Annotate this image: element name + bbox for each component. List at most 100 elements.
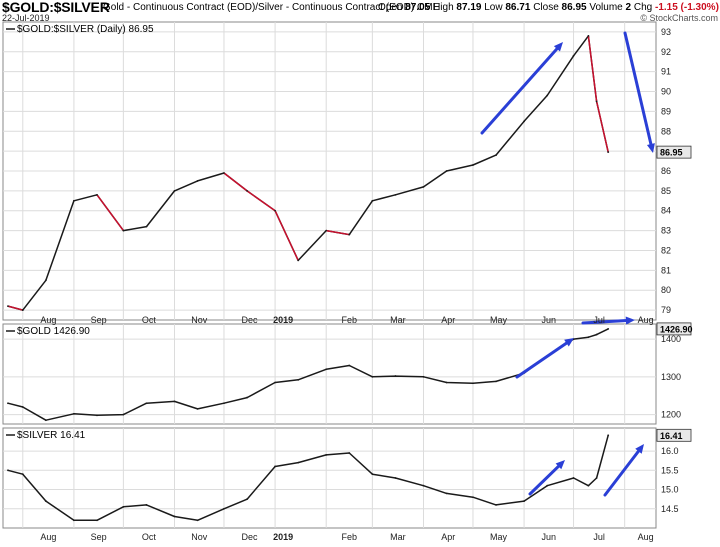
- last-value-box: [656, 322, 692, 336]
- data-point: [196, 180, 199, 182]
- y-tick-label: 1300: [661, 372, 681, 382]
- y-tick-label: 91: [661, 67, 671, 77]
- month-tick-label: Aug: [40, 315, 56, 325]
- data-point: [394, 477, 397, 479]
- open-label: Open: [378, 2, 403, 13]
- month-tick-label: Aug: [638, 315, 654, 325]
- month-tick-label: Oct: [142, 315, 157, 325]
- data-point: [297, 461, 300, 464]
- data-point: [21, 406, 24, 408]
- data-point: [495, 380, 497, 383]
- chg-label: Chg: [633, 2, 653, 13]
- data-point: [348, 364, 351, 367]
- open-value: 87.05: [405, 2, 431, 13]
- data-point: [223, 172, 225, 174]
- data-point: [422, 375, 425, 378]
- month-tick-label: Aug: [638, 532, 654, 542]
- y-tick-label: 16.0: [661, 446, 679, 456]
- data-point: [546, 94, 549, 97]
- data-point: [472, 164, 474, 166]
- down-segment: [7, 305, 23, 311]
- data-point: [274, 465, 276, 468]
- data-point: [44, 419, 47, 422]
- month-tick-label: Jun: [542, 315, 557, 325]
- data-point: [122, 413, 125, 416]
- data-point: [607, 151, 610, 154]
- volume-value: 2: [625, 2, 632, 13]
- last-value-label: 86.95: [660, 148, 683, 158]
- data-point: [607, 328, 610, 330]
- data-point: [223, 507, 225, 510]
- y-tick-label: 80: [661, 285, 671, 295]
- low-label: Low: [484, 2, 503, 13]
- month-tick-label: May: [490, 315, 508, 325]
- month-tick-label: Oct: [142, 532, 157, 542]
- last-value-label: 1426.90: [660, 324, 693, 334]
- symbol-description: Gold - Continuous Contract (EOD)/Silver …: [103, 2, 439, 13]
- y-tick-label: 93: [661, 27, 671, 37]
- panel-frame-3: [2, 427, 657, 529]
- data-point: [7, 402, 9, 405]
- data-point: [325, 368, 328, 371]
- data-point: [546, 484, 549, 487]
- series-legend: $GOLD:$SILVER (Daily) 86.95: [17, 24, 154, 35]
- data-point: [96, 519, 98, 522]
- data-point: [445, 492, 448, 495]
- month-tick-label: 2019: [273, 315, 293, 325]
- month-tick-label: Sep: [91, 532, 107, 542]
- y-tick-label: 92: [661, 47, 671, 57]
- data-point: [196, 408, 199, 410]
- data-point: [122, 229, 125, 232]
- month-tick-label: Sep: [91, 315, 107, 325]
- y-tick-label: 86: [661, 166, 671, 176]
- data-point: [325, 454, 328, 456]
- y-tick-label: 84: [661, 206, 671, 216]
- series-legend: $SILVER 16.41: [17, 430, 86, 441]
- month-tick-label: Jul: [593, 315, 605, 325]
- data-point: [21, 309, 24, 311]
- data-point: [145, 402, 148, 405]
- trend-arrow-head: [635, 444, 644, 454]
- data-point: [394, 375, 397, 377]
- data-point: [44, 279, 47, 282]
- data-point: [246, 396, 248, 399]
- y-tick-label: 79: [661, 305, 671, 315]
- data-point: [472, 496, 474, 499]
- chg-value: -1.15 (-1.30%): [654, 2, 719, 13]
- data-point: [422, 484, 425, 487]
- trend-arrow: [623, 31, 654, 149]
- series-legend: $GOLD 1426.90: [17, 326, 90, 337]
- y-tick-label: 15.0: [661, 485, 679, 495]
- data-point: [173, 189, 176, 192]
- exchange-text: CME: [417, 2, 440, 13]
- data-point: [73, 199, 75, 202]
- y-tick-label: 82: [661, 245, 671, 255]
- last-value-label: 16.41: [660, 431, 683, 441]
- data-point: [73, 519, 75, 522]
- chart-header: $GOLD:$SILVER Gold - Continuous Contract…: [0, 0, 720, 23]
- data-point: [274, 381, 276, 384]
- month-tick-label: Nov: [191, 532, 208, 542]
- month-tick-label: Mar: [390, 315, 406, 325]
- trend-arrow-head: [625, 316, 635, 325]
- month-tick-label: 2019: [273, 532, 293, 542]
- close-value: 86.95: [561, 2, 587, 13]
- data-point: [173, 515, 176, 518]
- data-point: [7, 469, 9, 472]
- down-segment: [274, 210, 299, 261]
- label-layer: Aug Aug Sep Sep Oct Oct Nov Nov Dec Dec 2019 2019 Fe…: [6, 24, 693, 542]
- data-point: [595, 477, 598, 479]
- data-point: [173, 400, 176, 403]
- trend-arrow: [581, 318, 631, 325]
- down-segment: [223, 172, 248, 192]
- trend-arrow: [515, 339, 571, 379]
- data-point: [523, 120, 525, 123]
- trend-arrow: [480, 44, 561, 135]
- y-tick-label: 89: [661, 106, 671, 116]
- data-point: [495, 154, 497, 157]
- data-point: [607, 434, 610, 437]
- data-point: [44, 500, 47, 502]
- trend-arrow-head: [646, 143, 655, 153]
- y-tick-label: 88: [661, 126, 671, 136]
- down-triangle-icon: ▼: [719, 2, 720, 13]
